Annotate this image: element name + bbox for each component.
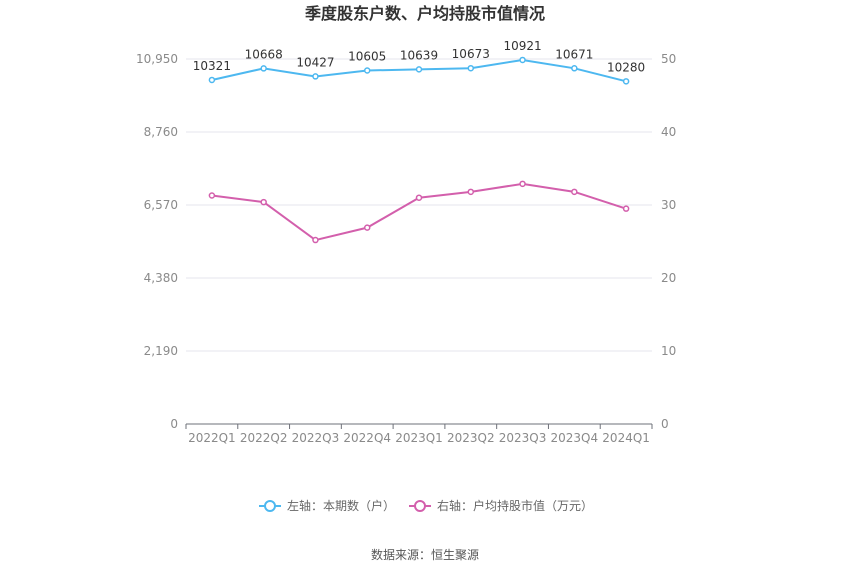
data-label: 10673 (452, 47, 490, 61)
y-left-tick-label: 2,190 (144, 344, 178, 358)
y-right-tick-label: 40 (661, 125, 676, 139)
gridlines (186, 58, 652, 352)
data-label: 10427 (296, 55, 334, 69)
data-label: 10639 (400, 48, 438, 62)
x-tick-label: 2023Q4 (551, 431, 599, 445)
legend-label: 左轴：本期数（户） (287, 498, 395, 513)
y-left-tick-label: 6,570 (144, 198, 178, 212)
data-point (415, 194, 423, 201)
data-point (622, 78, 630, 85)
data-point (260, 198, 267, 206)
y-right-tick-label: 10 (661, 344, 676, 358)
legend-item[interactable]: 右轴：户均持股市值（万元） (409, 498, 593, 513)
series-line-avg-holding-value (211, 182, 627, 242)
data-label: 10671 (555, 47, 593, 61)
y-left-tick-label: 4,380 (144, 271, 178, 285)
data-point (208, 192, 216, 199)
x-tick-label: 2024Q1 (602, 431, 650, 445)
data-point (363, 224, 371, 231)
x-tick-label: 2022Q4 (343, 431, 391, 445)
y-left-tick-label: 8,760 (144, 125, 178, 139)
data-point (208, 76, 216, 84)
axes: 0 0 2,190 10 4,380 20 6,570 30 8,760 40 10,950 50 20… (136, 52, 676, 445)
legend[interactable]: 左轴：本期数（户） 右轴：户均持股市值（万元） (259, 498, 593, 513)
series (208, 56, 630, 244)
data-point (260, 65, 267, 72)
data-point (519, 56, 526, 64)
x-tick-label: 2022Q3 (292, 431, 340, 445)
data-point (415, 66, 423, 73)
chart-title: 季度股东户数、户均持股市值情况 (304, 4, 545, 23)
data-label: 10668 (245, 47, 283, 61)
y-right-tick-label: 20 (661, 271, 676, 285)
data-point (312, 236, 319, 244)
data-point (571, 65, 578, 72)
x-tick-label: 2023Q1 (395, 431, 443, 445)
x-tick-label: 2022Q1 (188, 431, 236, 445)
y-right-tick-label: 0 (661, 417, 669, 431)
x-tick-label: 2023Q3 (499, 431, 547, 445)
data-point (312, 73, 319, 80)
source-note: 数据来源：恒生聚源 (371, 547, 479, 562)
data-label: 10605 (348, 50, 386, 64)
legend-marker-icon (414, 500, 426, 512)
legend-label: 右轴：户均持股市值（万元） (437, 498, 593, 513)
data-label: 10280 (607, 60, 645, 74)
data-point (622, 205, 630, 212)
x-tick-label: 2022Q2 (240, 431, 288, 445)
data-point (467, 64, 475, 72)
data-label: 10321 (193, 59, 231, 73)
y-right-tick-label: 50 (661, 52, 676, 66)
x-tick-label: 2023Q2 (447, 431, 495, 445)
data-labels: 10321 10668 10427 10605 10639 10673 10921 10671… (193, 39, 645, 74)
data-point (467, 188, 475, 196)
y-left-tick-label: 0 (170, 417, 178, 431)
y-left-tick-label: 10,950 (136, 52, 178, 66)
data-point (363, 67, 371, 74)
data-point (571, 188, 578, 196)
data-point (519, 180, 526, 188)
legend-marker-icon (264, 500, 276, 512)
y-right-tick-label: 30 (661, 198, 676, 212)
legend-item[interactable]: 左轴：本期数（户） (259, 498, 395, 513)
data-label: 10921 (503, 39, 541, 53)
